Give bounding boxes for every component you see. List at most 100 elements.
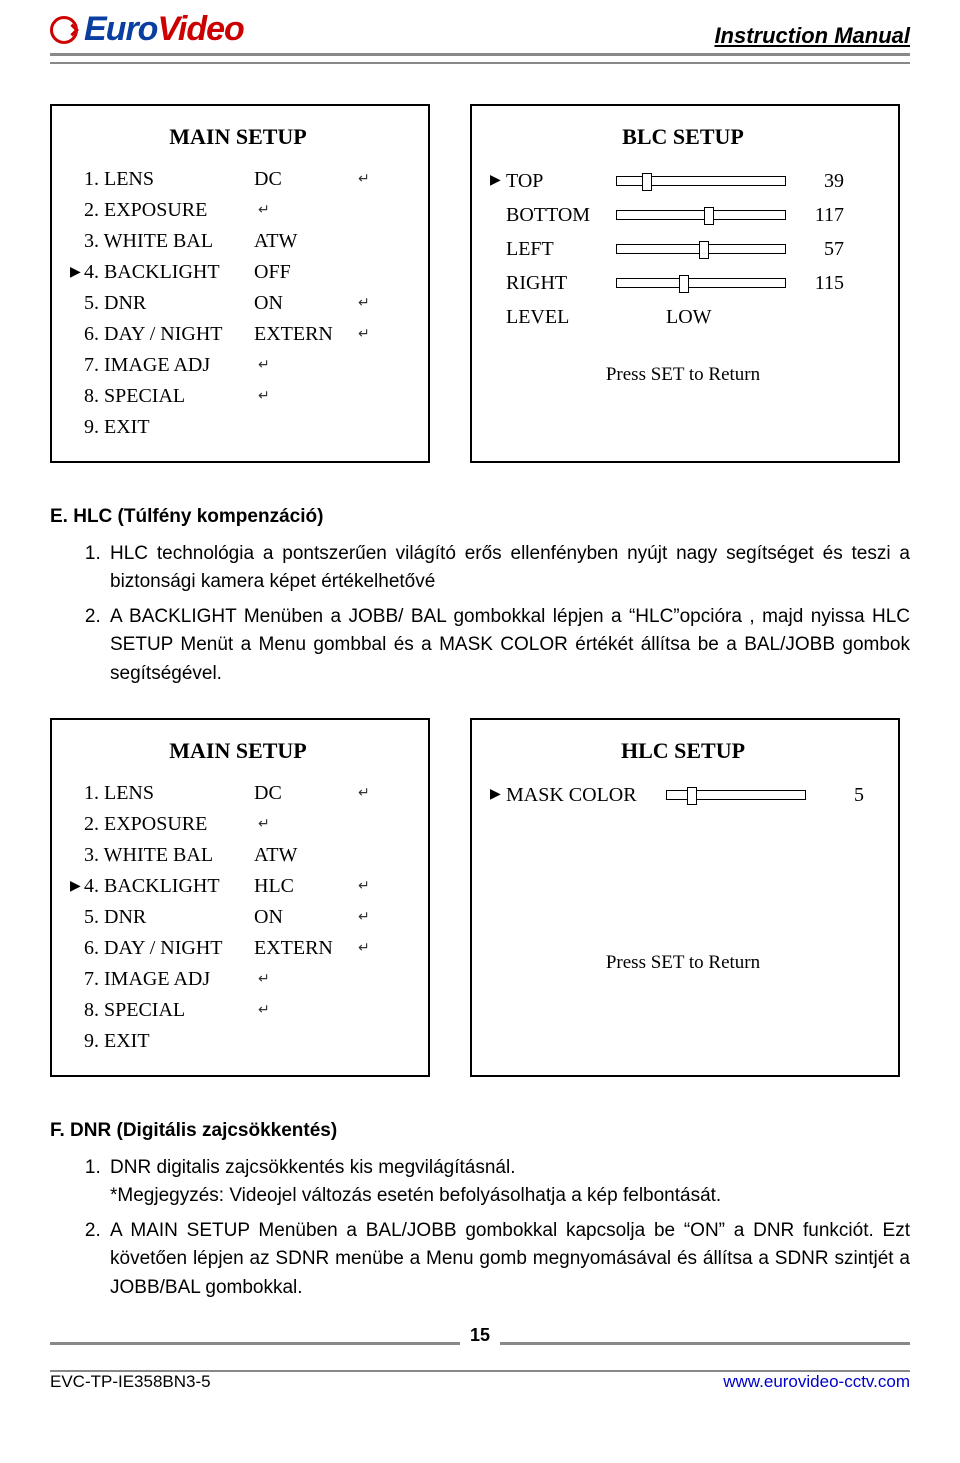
menu-item: 3. WHITE BALATW: [70, 226, 406, 257]
blc-slider[interactable]: [616, 244, 786, 254]
menu-item-label: 7. IMAGE ADJ: [84, 350, 254, 381]
menu-item-label: 1. LENS: [84, 778, 254, 809]
blc-row: LEFT 57: [490, 232, 876, 266]
blc-press-return: Press SET to Return: [490, 364, 876, 386]
menu-item-label: 4. BACKLIGHT: [84, 871, 254, 902]
menu-item: 8. SPECIAL↵: [70, 381, 406, 412]
menu-item-value: EXTERN: [254, 933, 354, 964]
enter-icon: ↵: [258, 386, 270, 408]
blc-level-label: LEVEL: [506, 300, 616, 334]
enter-icon: ↵: [258, 814, 270, 836]
footer-line: EVC-TP-IE358BN3-5 www.eurovideo-cctv.com: [50, 1372, 910, 1392]
cursor-icon: ▶: [70, 876, 84, 898]
slider-thumb[interactable]: [679, 275, 689, 293]
menu-item-value: DC: [254, 164, 354, 195]
blc-row-label: TOP: [506, 164, 616, 198]
menu-item: 2. EXPOSURE↵: [70, 809, 406, 840]
menu-item: 3. WHITE BALATW: [70, 840, 406, 871]
hlc-cursor-icon: ▶: [490, 783, 506, 807]
blc-slider[interactable]: [616, 176, 786, 186]
logo-ring-icon: [50, 16, 78, 44]
menu-item-label: 5. DNR: [84, 288, 254, 319]
hlc-mask-value: 5: [824, 778, 864, 812]
list-item: A MAIN SETUP Menüben a BAL/JOBB gombokka…: [106, 1217, 910, 1303]
enter-icon: ↵: [358, 907, 370, 929]
list-item: HLC technológia a pontszerűen világító e…: [106, 540, 910, 597]
slider-thumb[interactable]: [704, 207, 714, 225]
menu-row-1: MAIN SETUP 1. LENSDC↵2. EXPOSURE↵3. WHIT…: [50, 104, 910, 463]
menu-item: 6. DAY / NIGHTEXTERN↵: [70, 933, 406, 964]
hlc-setup-title: HLC SETUP: [490, 738, 876, 764]
blc-row: ▶TOP 39: [490, 164, 876, 198]
enter-icon: ↵: [358, 938, 370, 960]
hlc-press-return: Press SET to Return: [490, 952, 876, 974]
blc-row-value: 115: [804, 266, 844, 300]
blc-setup-box: BLC SETUP ▶TOP39BOTTOM117LEFT57RIGHT115 …: [470, 104, 900, 463]
hlc-mask-row: ▶ MASK COLOR 5: [490, 778, 876, 812]
list-item: DNR digitalis zajcsökkentés kis megvilág…: [106, 1154, 910, 1211]
logo-text-euro: Euro: [84, 10, 157, 49]
footer-rule-2: EVC-TP-IE358BN3-5 www.eurovideo-cctv.com: [50, 1370, 910, 1392]
section-e-list: HLC technológia a pontszerűen világító e…: [50, 540, 910, 689]
blc-row-label: LEFT: [506, 232, 616, 266]
menu-item: ▶4. BACKLIGHTHLC↵: [70, 871, 406, 902]
hlc-mask-slider[interactable]: [666, 790, 806, 800]
menu-item-value: DC: [254, 778, 354, 809]
menu-item: 2. EXPOSURE↵: [70, 195, 406, 226]
enter-icon: ↵: [258, 355, 270, 377]
page-header: EuroVideo Instruction Manual: [50, 10, 910, 56]
blc-row: RIGHT115: [490, 266, 876, 300]
main-setup-title-1: MAIN SETUP: [70, 124, 406, 150]
blc-row-value: 117: [804, 198, 844, 232]
logo-text-video: Video: [157, 10, 243, 49]
enter-icon: ↵: [358, 783, 370, 805]
blc-slider[interactable]: [616, 210, 786, 220]
cursor-icon: ▶: [70, 262, 84, 284]
header-rule: [50, 62, 910, 64]
blc-level-value: LOW: [666, 300, 712, 334]
menu-item: 7. IMAGE ADJ↵: [70, 964, 406, 995]
blc-row-value: 39: [804, 164, 844, 198]
menu-item-label: 7. IMAGE ADJ: [84, 964, 254, 995]
section-f: F. DNR (Digitális zajcsökkentés) DNR dig…: [50, 1117, 910, 1302]
menu-item-label: 4. BACKLIGHT: [84, 257, 254, 288]
cursor-icon: ▶: [490, 169, 506, 193]
footer-url: www.eurovideo-cctv.com: [723, 1372, 910, 1392]
hlc-slider-thumb[interactable]: [687, 787, 697, 805]
main-setup-box-1: MAIN SETUP 1. LENSDC↵2. EXPOSURE↵3. WHIT…: [50, 104, 430, 463]
menu-item: ▶4. BACKLIGHTOFF: [70, 257, 406, 288]
enter-icon: ↵: [258, 969, 270, 991]
enter-icon: ↵: [258, 200, 270, 222]
menu-item: 5. DNRON↵: [70, 902, 406, 933]
menu-item: 7. IMAGE ADJ↵: [70, 350, 406, 381]
slider-thumb[interactable]: [699, 241, 709, 259]
menu-item: 1. LENSDC↵: [70, 778, 406, 809]
page-number: 15: [460, 1325, 500, 1346]
menu-item-label: 2. EXPOSURE: [84, 809, 254, 840]
menu-item: 1. LENSDC↵: [70, 164, 406, 195]
menu-item-value: ATW: [254, 226, 354, 257]
enter-icon: ↵: [258, 1000, 270, 1022]
enter-icon: ↵: [358, 169, 370, 191]
menu-item-value: ATW: [254, 840, 354, 871]
blc-slider[interactable]: [616, 278, 786, 288]
header-title: Instruction Manual: [714, 23, 910, 49]
menu-item-label: 2. EXPOSURE: [84, 195, 254, 226]
menu-item-label: 5. DNR: [84, 902, 254, 933]
eurovideo-logo: EuroVideo: [50, 10, 244, 49]
main-setup-box-2: MAIN SETUP 1. LENSDC↵2. EXPOSURE↵3. WHIT…: [50, 718, 430, 1077]
menu-item-value: ON: [254, 288, 354, 319]
menu-item-value: EXTERN: [254, 319, 354, 350]
footer-model: EVC-TP-IE358BN3-5: [50, 1372, 211, 1392]
blc-row-label: BOTTOM: [506, 198, 616, 232]
enter-icon: ↵: [358, 876, 370, 898]
menu-item-label: 1. LENS: [84, 164, 254, 195]
menu-item-value: ON: [254, 902, 354, 933]
menu-item-label: 3. WHITE BAL: [84, 840, 254, 871]
section-e-heading: E. HLC (Túlfény kompenzáció): [50, 503, 910, 532]
menu-item-label: 8. SPECIAL: [84, 995, 254, 1026]
slider-thumb[interactable]: [642, 173, 652, 191]
menu-item-value: HLC: [254, 871, 354, 902]
blc-row-value: 57: [804, 232, 844, 266]
menu-row-2: MAIN SETUP 1. LENSDC↵2. EXPOSURE↵3. WHIT…: [50, 718, 910, 1077]
